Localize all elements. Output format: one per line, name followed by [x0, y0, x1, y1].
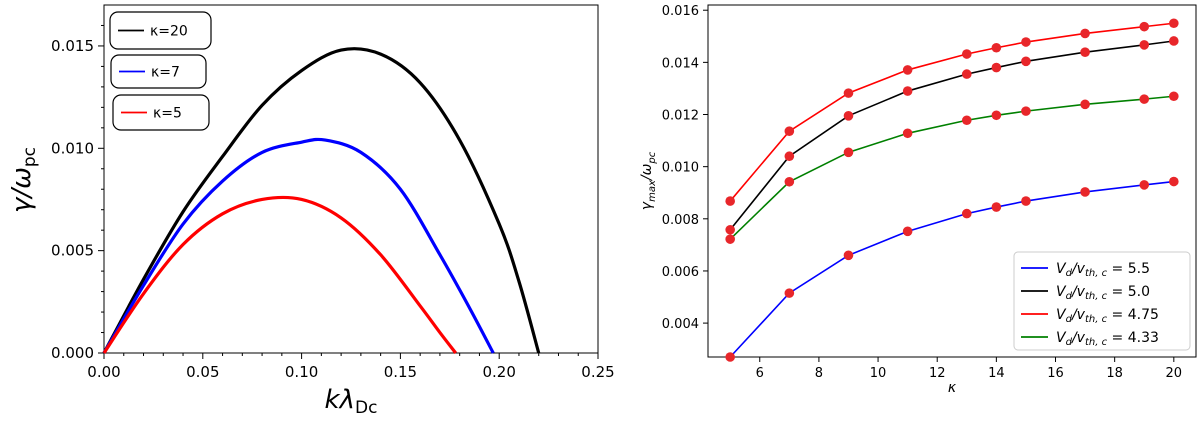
right-data-point [961, 49, 972, 59]
right-data-point [725, 224, 735, 235]
right-data-point [843, 147, 854, 158]
right-x-tick-label: 20 [1166, 366, 1183, 381]
right-data-point [725, 196, 735, 206]
right-data-point [991, 62, 1002, 73]
right-x-tick-label: 14 [988, 366, 1005, 381]
right-data-point [1021, 56, 1031, 67]
right-data-point [961, 208, 972, 219]
right-x-axis-label: κ [948, 380, 957, 396]
left-x-tick-label: 0.15 [384, 363, 417, 381]
right-data-point [784, 151, 795, 162]
right-data-point [1139, 94, 1150, 104]
right-plot-frame [707, 4, 1197, 358]
left-legend-box [110, 54, 207, 89]
right-x-tick-label: 6 [756, 366, 764, 381]
right-legend-label: Vd/vth, c = 5.0 [1056, 284, 1150, 302]
left-series-line-2 [102, 195, 457, 354]
right-chart: 6 8 10 12 14 16 18 20 0.004 0.006 0.008 0.010 0.012 0… [639, 4, 1197, 396]
left-y-axis-label: γ/ωpc [7, 147, 40, 213]
left-y-tick-label: 0.005 [51, 242, 94, 260]
right-data-point [991, 110, 1002, 121]
right-x-tick-label: 16 [1047, 366, 1064, 381]
left-legend-label: κ=7 [151, 65, 180, 81]
left-chart: 0.00 0.05 0.10 0.15 0.20 0.25 0.000 0.005 0.010 0… [7, 4, 615, 418]
right-series-line-1 [729, 40, 1174, 231]
right-y-tick-label: 0.008 [662, 213, 699, 228]
right-data-point [784, 288, 795, 298]
right-data-point [725, 234, 735, 244]
right-data-point [784, 126, 795, 136]
right-y-tick-label: 0.010 [662, 161, 699, 176]
right-y-tick-label: 0.014 [662, 56, 699, 71]
right-y-tick-label: 0.004 [662, 317, 699, 332]
right-data-point [784, 176, 795, 187]
right-data-point [991, 42, 1002, 53]
right-data-point [991, 202, 1002, 212]
left-y-tick-label: 0.015 [51, 37, 94, 55]
right-y-axis-label: γmax/ωpc [639, 151, 658, 210]
right-data-point [961, 69, 972, 79]
right-x-tick-label: 10 [870, 366, 887, 381]
right-legend-label: Vd/vth, c = 4.75 [1056, 307, 1159, 325]
left-legend-box [109, 11, 212, 50]
right-data-point [1139, 180, 1150, 190]
right-data-point [1021, 37, 1031, 47]
right-data-point [843, 88, 854, 98]
right-data-point [902, 128, 913, 139]
right-data-point [1169, 176, 1179, 187]
left-x-tick-label: 0.00 [87, 363, 120, 381]
right-data-point [1080, 47, 1090, 57]
right-data-point [843, 250, 854, 261]
left-y-tick-label: 0.000 [51, 344, 94, 362]
right-y-tick-label: 0.006 [662, 265, 699, 280]
right-series-line-0 [729, 180, 1174, 358]
right-data-point [1021, 106, 1031, 116]
right-x-tick-label: 18 [1106, 366, 1123, 381]
left-y-tick-label: 0.010 [51, 139, 94, 157]
right-data-point [1139, 21, 1150, 32]
right-data-point [1080, 28, 1090, 39]
right-data-point [1021, 196, 1031, 206]
right-data-point [1169, 18, 1179, 29]
right-data-point [725, 352, 735, 362]
left-x-tick-label: 0.20 [482, 363, 515, 381]
right-data-point [1169, 36, 1179, 46]
left-series-line-0 [102, 47, 541, 354]
right-y-tick-label: 0.012 [662, 109, 699, 124]
left-x-tick-label: 0.05 [186, 363, 219, 381]
right-x-tick-label: 8 [815, 366, 823, 381]
left-legend-label: κ=20 [150, 24, 188, 40]
right-data-point [961, 115, 972, 126]
right-data-point [902, 226, 913, 237]
right-data-point [1139, 40, 1150, 50]
right-data-point [843, 111, 854, 121]
right-data-point [902, 65, 913, 75]
left-x-tick-label: 0.25 [581, 363, 614, 381]
left-series-line-1 [102, 137, 495, 354]
left-x-tick-label: 0.10 [285, 363, 318, 381]
right-data-point [1080, 187, 1090, 197]
right-data-point [1080, 99, 1090, 110]
right-legend-box [1013, 251, 1191, 351]
right-data-point [902, 86, 913, 96]
right-data-point [1169, 91, 1179, 102]
right-legend-label: Vd/vth, c = 5.5 [1056, 261, 1150, 279]
right-series-line-3 [729, 95, 1174, 240]
right-x-tick-label: 12 [929, 366, 946, 381]
left-plot-frame [103, 4, 599, 354]
left-legend-box [112, 94, 210, 131]
left-legend-label: κ=5 [153, 106, 182, 122]
right-y-tick-label: 0.016 [662, 4, 699, 19]
left-x-axis-label: kλDc [325, 385, 378, 418]
right-series-line-2 [729, 22, 1174, 202]
right-legend-label: Vd/vth, c = 4.33 [1056, 330, 1159, 348]
